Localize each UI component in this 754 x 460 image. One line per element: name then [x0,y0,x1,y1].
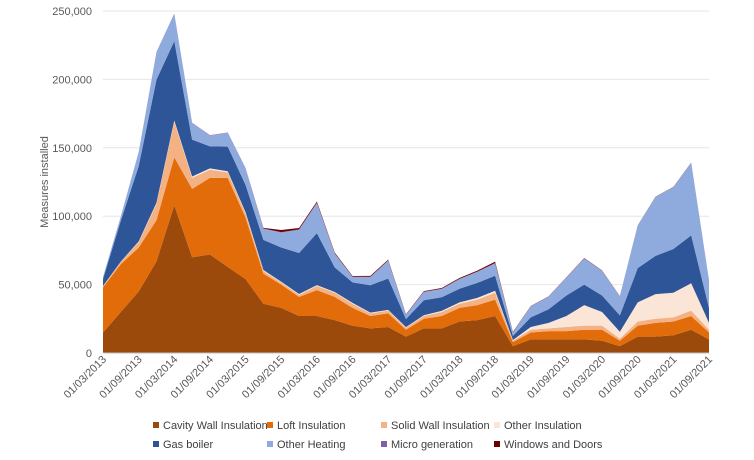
y-tick-labels: 0 50,000 100,000 150,000 200,000 250,000 [52,6,92,360]
legend-swatch [267,441,273,447]
legend-swatch [267,422,273,428]
x-tick-labels: 01/03/201301/09/201301/03/201401/09/2014… [62,354,715,401]
legend-swatch [494,422,500,428]
y-tick-label: 200,000 [52,74,92,86]
y-tick-label: 150,000 [52,143,92,155]
y-tick-label: 100,000 [52,211,92,223]
legend-label: Solid Wall Insulation [391,420,490,432]
legend: Cavity Wall Insulation Loft Insulation Sol… [153,420,603,451]
legend-label: Windows and Doors [504,439,603,451]
y-tick-label: 50,000 [58,280,92,292]
y-axis-label: Measures installed [39,136,51,228]
area-other-heating [103,13,709,336]
legend-label: Micro generation [391,439,473,451]
legend-swatch [153,441,159,447]
legend-label: Loft Insulation [277,420,346,432]
y-tick-label: 250,000 [52,6,92,18]
legend-swatch [381,441,387,447]
area-solid-wall-insulation [103,121,709,343]
y-tick-label: 0 [86,348,92,360]
legend-swatch [494,441,500,447]
legend-label: Other Insulation [504,420,582,432]
legend-label: Other Heating [277,439,345,451]
legend-swatch [381,422,387,428]
area-cavity-wall-insulation [103,205,709,353]
area-series-group [103,13,709,353]
area-other-insulation [103,120,709,341]
area-gas-boiler [103,41,709,340]
area-loft-insulation [103,157,709,347]
legend-label: Gas boiler [163,439,213,451]
legend-label: Cavity Wall Insulation [163,420,268,432]
legend-swatch [153,422,159,428]
